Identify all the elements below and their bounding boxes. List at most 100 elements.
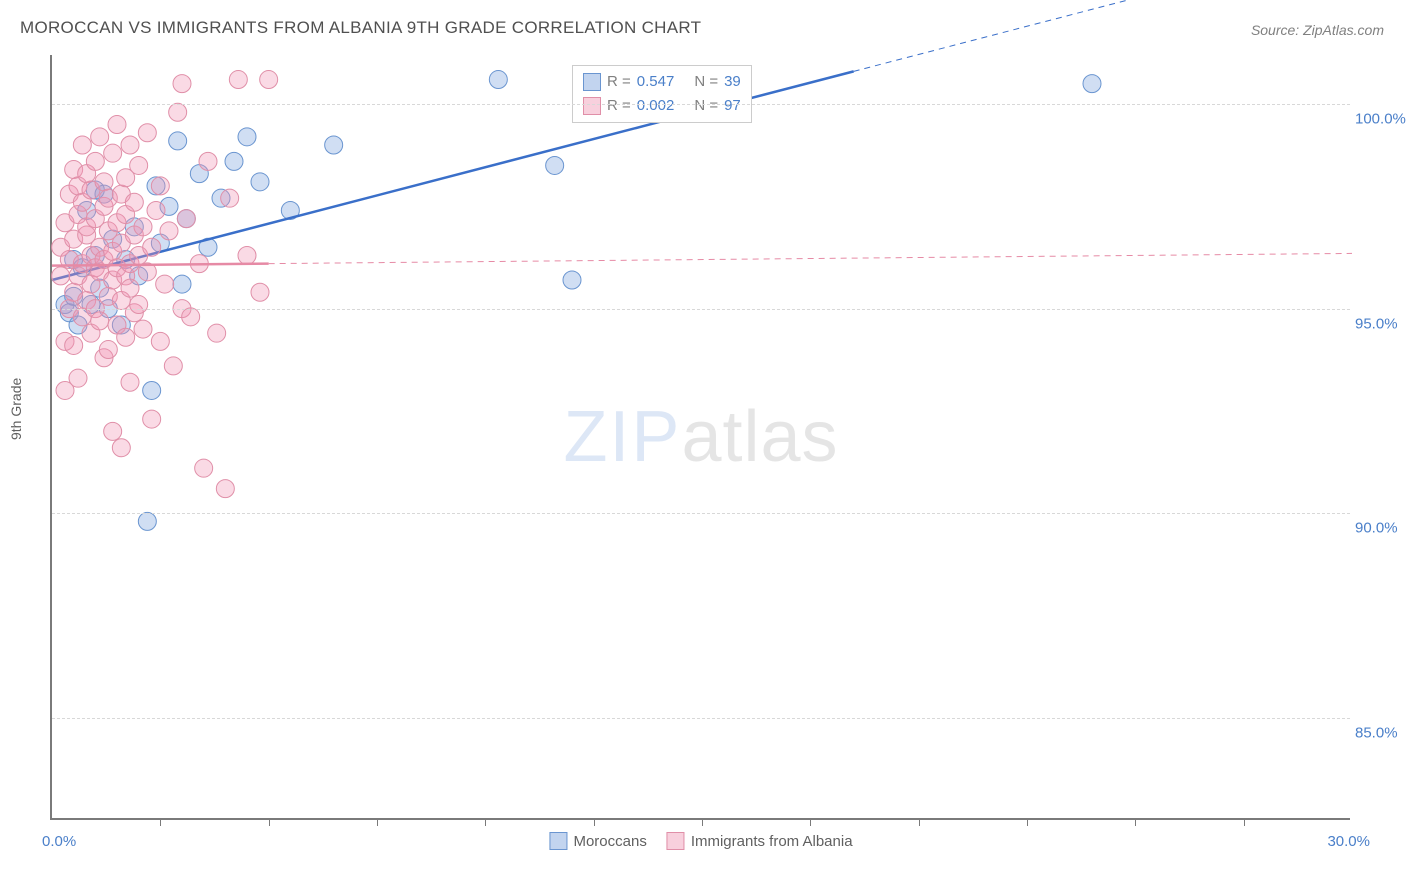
y-tick-label: 90.0% (1355, 520, 1406, 537)
data-point (251, 173, 269, 191)
data-point (260, 71, 278, 89)
x-tick-mark (702, 818, 703, 826)
legend-swatch-blue (549, 832, 567, 850)
data-point (563, 271, 581, 289)
scatter-layer (52, 55, 1350, 818)
data-point (147, 201, 165, 219)
data-point (143, 238, 161, 256)
data-point (151, 332, 169, 350)
x-tick-mark (1135, 818, 1136, 826)
data-point (108, 116, 126, 134)
legend-item-moroccans: Moroccans (549, 832, 646, 850)
data-point (91, 312, 109, 330)
chart-title: MOROCCAN VS IMMIGRANTS FROM ALBANIA 9TH … (20, 18, 701, 38)
grid-line (52, 513, 1350, 514)
legend-label-moroccans: Moroccans (573, 833, 646, 850)
grid-line (52, 718, 1350, 719)
data-point (151, 177, 169, 195)
data-point (173, 75, 191, 93)
legend-swatch (583, 97, 601, 115)
data-point (121, 279, 139, 297)
grid-line (52, 309, 1350, 310)
data-point (134, 320, 152, 338)
y-axis-title: 9th Grade (8, 378, 24, 440)
data-point (143, 410, 161, 428)
x-tick-mark (594, 818, 595, 826)
source-label: Source: ZipAtlas.com (1251, 22, 1384, 38)
y-tick-label: 85.0% (1355, 724, 1406, 741)
data-point (238, 128, 256, 146)
data-point (117, 328, 135, 346)
n-label: N = (694, 70, 718, 94)
x-tick-mark (919, 818, 920, 826)
data-point (65, 336, 83, 354)
data-point (104, 144, 122, 162)
grid-line (52, 104, 1350, 105)
data-point (69, 369, 87, 387)
r-label: R = (607, 94, 631, 118)
r-label: R = (607, 70, 631, 94)
data-point (130, 156, 148, 174)
legend-item-albania: Immigrants from Albania (667, 832, 853, 850)
n-label: N = (694, 94, 718, 118)
data-point (112, 439, 130, 457)
n-value: 39 (724, 70, 741, 94)
data-point (489, 71, 507, 89)
data-point (121, 373, 139, 391)
data-point (546, 156, 564, 174)
plot-area: ZIPatlas R =0.547N =39R =0.002N =97 0.0%… (50, 55, 1350, 820)
x-axis-min-label: 0.0% (42, 833, 76, 850)
x-tick-mark (377, 818, 378, 826)
x-tick-mark (1244, 818, 1245, 826)
data-point (138, 512, 156, 530)
data-point (238, 246, 256, 264)
stats-legend-row: R =0.547 N =39 (583, 70, 741, 94)
data-point (121, 136, 139, 154)
data-point (125, 193, 143, 211)
data-point (199, 152, 217, 170)
x-tick-mark (485, 818, 486, 826)
legend-label-albania: Immigrants from Albania (691, 833, 853, 850)
data-point (143, 381, 161, 399)
trend-line-dash (269, 253, 1352, 263)
data-point (138, 124, 156, 142)
y-tick-label: 100.0% (1355, 111, 1406, 128)
data-point (99, 341, 117, 359)
x-tick-mark (269, 818, 270, 826)
data-point (216, 480, 234, 498)
r-value: 0.002 (637, 94, 675, 118)
r-value: 0.547 (637, 70, 675, 94)
legend-swatch-pink (667, 832, 685, 850)
data-point (134, 218, 152, 236)
data-point (52, 267, 70, 285)
data-point (73, 136, 91, 154)
data-point (208, 324, 226, 342)
y-tick-label: 95.0% (1355, 315, 1406, 332)
data-point (1083, 75, 1101, 93)
n-value: 97 (724, 94, 741, 118)
legend-swatch (583, 73, 601, 91)
data-point (130, 296, 148, 314)
data-point (251, 283, 269, 301)
data-point (325, 136, 343, 154)
data-point (104, 422, 122, 440)
data-point (229, 71, 247, 89)
series-legend: Moroccans Immigrants from Albania (549, 832, 852, 850)
data-point (225, 152, 243, 170)
data-point (86, 152, 104, 170)
data-point (182, 308, 200, 326)
data-point (169, 103, 187, 121)
stats-legend-row: R =0.002 N =97 (583, 94, 741, 118)
data-point (91, 128, 109, 146)
x-tick-mark (1027, 818, 1028, 826)
stats-legend: R =0.547 N =39 R =0.002 N =97 (572, 65, 752, 123)
data-point (173, 275, 191, 293)
data-point (195, 459, 213, 477)
data-point (177, 210, 195, 228)
data-point (160, 222, 178, 240)
x-tick-mark (810, 818, 811, 826)
data-point (164, 357, 182, 375)
x-axis-max-label: 30.0% (1327, 833, 1370, 850)
data-point (221, 189, 239, 207)
data-point (156, 275, 174, 293)
